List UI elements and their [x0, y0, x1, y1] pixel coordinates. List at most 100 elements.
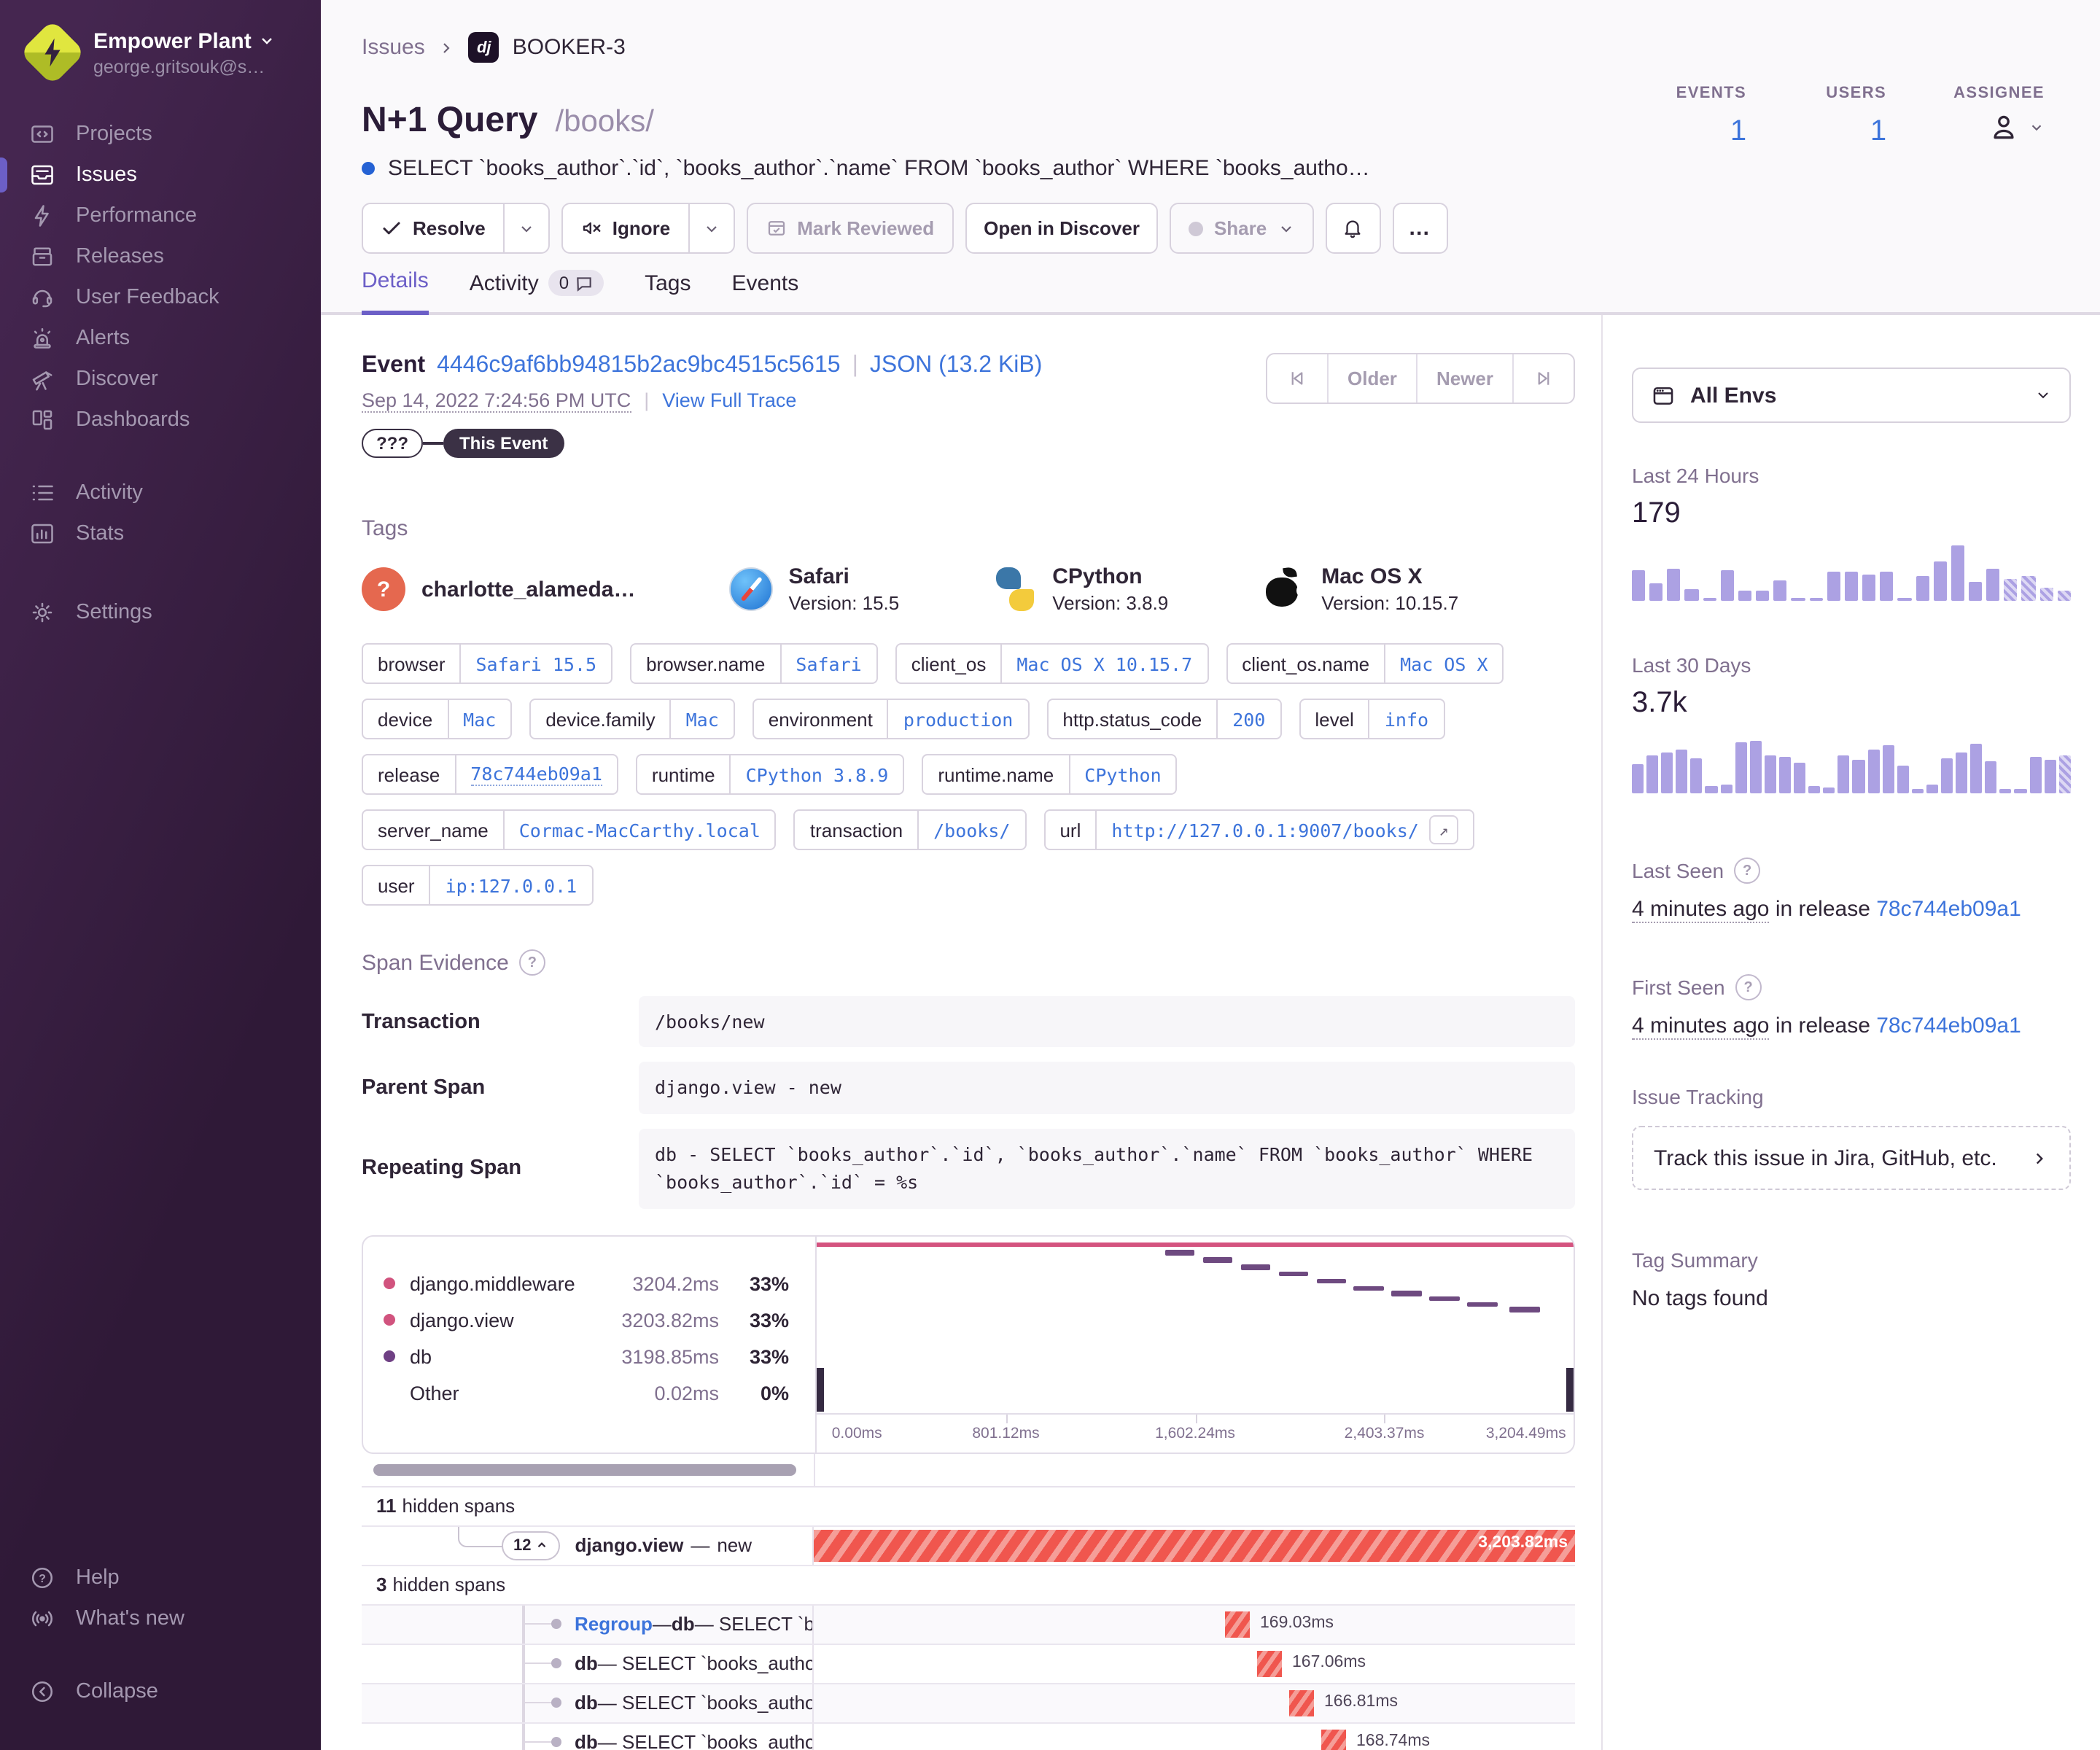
chart-bar[interactable] — [1738, 591, 1752, 601]
tag-value[interactable]: /books/ — [917, 811, 1024, 849]
tag-value[interactable]: 78c744eb09a1 — [454, 755, 617, 793]
chart-bar[interactable] — [1882, 745, 1894, 793]
chart-bar[interactable] — [1703, 597, 1716, 601]
chart-bar[interactable] — [1911, 788, 1924, 793]
more-actions-button[interactable]: … — [1392, 203, 1448, 254]
sidebar-item-user-feedback[interactable]: User Feedback — [0, 277, 321, 318]
span-row[interactable]: db — SELECT `books_author` 167.06ms — [362, 1644, 1575, 1684]
span-row-django-view[interactable]: 12 django.view — new 3,203.82ms — [362, 1526, 1575, 1566]
tag-value[interactable]: Cormac-MacCarthy.local — [502, 811, 775, 849]
chart-bar[interactable] — [1827, 572, 1840, 601]
tag-value[interactable]: CPython 3.8.9 — [729, 755, 903, 793]
hidden-spans-row[interactable]: 11 hidden spans — [362, 1487, 1575, 1526]
span-duration-bar[interactable]: 3,203.82ms — [814, 1529, 1575, 1561]
sidebar-item-issues[interactable]: Issues — [0, 155, 321, 195]
chart-bar[interactable] — [1986, 568, 2000, 601]
oldest-event-button[interactable] — [1267, 354, 1327, 402]
chart-bar[interactable] — [1823, 788, 1835, 793]
chart-bar[interactable] — [1661, 752, 1673, 793]
context-runtime[interactable]: CPython Version: 3.8.9 — [992, 564, 1168, 614]
first-seen-time[interactable]: 4 minutes ago — [1632, 1014, 1770, 1040]
span-duration-bar[interactable] — [1257, 1650, 1282, 1676]
chart-bar[interactable] — [1720, 570, 1734, 601]
chart-bar[interactable] — [2004, 578, 2018, 601]
chart-bar[interactable] — [1809, 598, 1823, 601]
view-full-trace-link[interactable]: View Full Trace — [662, 389, 797, 411]
chart-bar[interactable] — [1794, 763, 1806, 793]
horizontal-scrollbar[interactable] — [373, 1463, 796, 1475]
sidebar-item-projects[interactable]: Projects — [0, 114, 321, 155]
sidebar-item-dashboards[interactable]: Dashboards — [0, 400, 321, 440]
chart-bar[interactable] — [1999, 788, 2012, 793]
chart-bar[interactable] — [1684, 589, 1699, 601]
tag-value[interactable]: Mac — [447, 700, 510, 738]
sidebar-item-discover[interactable]: Discover — [0, 359, 321, 400]
context-browser[interactable]: Safari Version: 15.5 — [728, 564, 899, 614]
chart-bar[interactable] — [1720, 785, 1732, 793]
span-duration-bar[interactable] — [1321, 1729, 1346, 1750]
sidebar-item-releases[interactable]: Releases — [0, 236, 321, 277]
first-seen-release-link[interactable]: 78c744eb09a1 — [1876, 1014, 2021, 1038]
mark-reviewed-button[interactable]: Mark Reviewed — [746, 203, 954, 254]
span-row[interactable]: db — SELECT `books_author` 166.81ms — [362, 1684, 1575, 1723]
chart-bar[interactable] — [1867, 749, 1880, 793]
minimap-handle-left[interactable] — [817, 1367, 824, 1411]
sidebar-item-activity[interactable]: Activity — [0, 472, 321, 513]
chart-bar[interactable] — [1933, 561, 1947, 601]
chart-bar[interactable] — [1862, 574, 1876, 601]
span-duration-bar[interactable] — [1225, 1611, 1250, 1637]
chart-bar[interactable] — [2044, 759, 2056, 793]
share-button[interactable]: Share — [1170, 203, 1314, 254]
ignore-button[interactable]: Ignore — [561, 203, 735, 254]
org-switcher[interactable]: Empower Plant george.gritsouk@s… — [0, 0, 321, 93]
tag-value[interactable]: ip:127.0.0.1 — [429, 866, 592, 904]
open-in-discover-button[interactable]: Open in Discover — [965, 203, 1159, 254]
chart-bar[interactable] — [1773, 580, 1787, 601]
chart-bar[interactable] — [1632, 570, 1646, 601]
event-timestamp[interactable]: Sep 14, 2022 7:24:56 PM UTC — [362, 389, 631, 413]
chart-bar[interactable] — [2021, 575, 2036, 601]
tag-value[interactable]: Safari 15.5 — [459, 645, 612, 682]
chart-bar[interactable] — [2039, 587, 2053, 601]
chart-bar[interactable] — [1735, 742, 1747, 793]
sidebar-item-stats[interactable]: Stats — [0, 513, 321, 554]
chart-bar[interactable] — [1968, 581, 1983, 601]
tag-value[interactable]: info — [1368, 700, 1443, 738]
chart-bar[interactable] — [1791, 598, 1805, 601]
tab-activity[interactable]: Activity 0 — [470, 268, 604, 315]
assignee-selector[interactable] — [1953, 111, 2045, 143]
chart-bar[interactable] — [1852, 759, 1864, 793]
breadcrumb-issues[interactable]: Issues — [362, 35, 425, 60]
chart-bar[interactable] — [1916, 575, 1929, 601]
chart-bar[interactable] — [1940, 758, 1953, 793]
skip-latest-button[interactable] — [1512, 354, 1574, 402]
collapse-children-badge[interactable]: 12 — [502, 1531, 561, 1560]
sidebar-item-collapse[interactable]: Collapse — [0, 1671, 321, 1712]
tab-details[interactable]: Details — [362, 268, 429, 315]
environment-selector[interactable]: All Envs — [1632, 368, 2071, 423]
chart-bar[interactable] — [1926, 784, 1938, 793]
sidebar-item-alerts[interactable]: Alerts — [0, 318, 321, 359]
chart-bar[interactable] — [1951, 545, 1964, 601]
question-icon[interactable]: ? — [518, 949, 545, 976]
chart-bar[interactable] — [1808, 786, 1821, 793]
events-count[interactable]: 1 — [1730, 115, 1747, 147]
resolve-button[interactable]: Resolve — [362, 203, 550, 254]
minimap-handle-right[interactable] — [1566, 1367, 1574, 1411]
tag-value[interactable]: Mac OS X 10.15.7 — [1000, 645, 1207, 682]
chart-bar[interactable] — [1844, 572, 1859, 601]
tag-value[interactable]: Mac OS X — [1384, 645, 1502, 682]
tag-value[interactable]: CPython — [1068, 755, 1175, 793]
tab-tags[interactable]: Tags — [645, 271, 691, 295]
chart-bar[interactable] — [1985, 761, 1997, 793]
trace-minimap[interactable]: 0.00ms 801.12ms 1,602.24ms 2,403.37ms 3,… — [815, 1236, 1574, 1452]
chart-bar[interactable] — [1690, 758, 1703, 793]
chart-bar[interactable] — [1649, 583, 1663, 601]
sidebar-item-help[interactable]: ? Help — [0, 1558, 321, 1598]
span-group-link[interactable]: Regroup — [575, 1613, 653, 1635]
event-id-link[interactable]: 4446c9af6bb94815b2ac9bc4515c5615 — [437, 353, 841, 378]
span-row[interactable]: db — SELECT `books_author` 168.74ms — [362, 1723, 1575, 1750]
trace-unknown-pill[interactable]: ??? — [362, 429, 423, 458]
chart-bar[interactable] — [1705, 786, 1718, 793]
span-duration-bar[interactable] — [1289, 1689, 1314, 1716]
